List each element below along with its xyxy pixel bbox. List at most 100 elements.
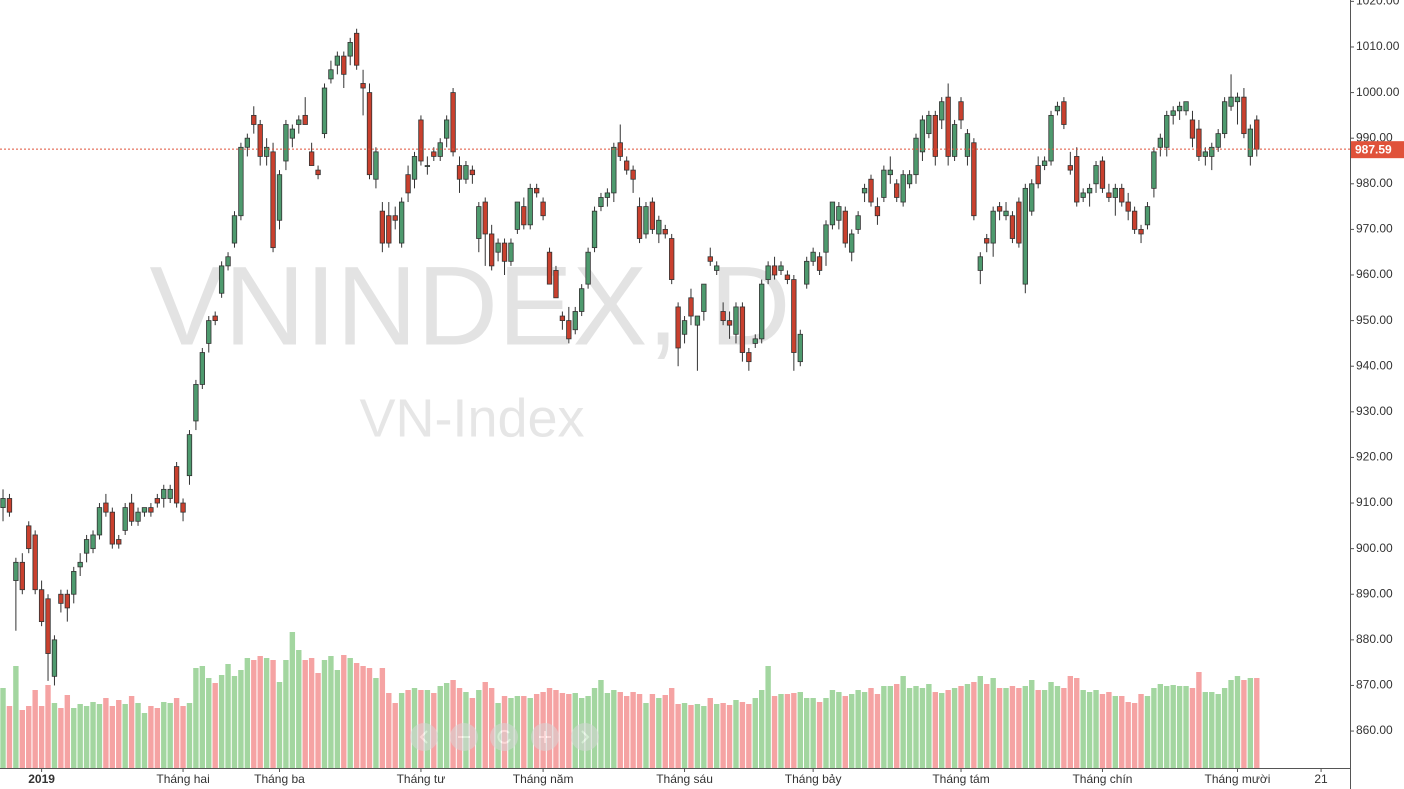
candle-body: [347, 42, 353, 57]
volume-bar: [668, 688, 675, 768]
volume-bar: [951, 688, 958, 768]
volume-bar: [598, 680, 604, 768]
y-tick-label: 950.00: [1356, 313, 1393, 327]
volume-bar: [1254, 678, 1260, 768]
candle-body: [996, 206, 1003, 212]
reset-button[interactable]: [490, 723, 518, 751]
candle-body: [26, 525, 32, 550]
volume-bar: [296, 650, 302, 768]
volume-bar: [206, 678, 212, 768]
volume-bar: [1086, 692, 1093, 768]
candle-body: [405, 174, 411, 194]
x-tick-label: Tháng tư: [397, 772, 446, 786]
y-tick-label: 960.00: [1356, 267, 1393, 281]
candle-body: [1138, 228, 1144, 235]
candle-body: [418, 119, 424, 162]
volume-bar: [1003, 688, 1009, 768]
candle-body: [611, 146, 617, 194]
candle-body: [849, 233, 855, 253]
candle-body: [398, 201, 405, 244]
candle-body: [906, 174, 913, 185]
volume-bar: [1099, 694, 1106, 768]
volume-bar: [180, 706, 186, 768]
y-tick-label: 890.00: [1356, 586, 1393, 600]
volume-bar: [270, 660, 276, 768]
candle-body: [553, 270, 559, 299]
volume-bar: [604, 693, 611, 768]
volume-bar: [514, 696, 521, 768]
volume-bar: [238, 670, 244, 768]
scroll-left-button[interactable]: [410, 723, 438, 751]
volume-bar: [398, 693, 405, 768]
volume-bar: [746, 704, 752, 768]
volume-bar: [810, 698, 816, 768]
candle-body: [302, 114, 308, 125]
volume-bar: [1041, 690, 1048, 768]
candle-body: [45, 598, 51, 654]
candle-body: [1254, 119, 1260, 150]
volume-bar: [836, 692, 842, 768]
candle-body: [1112, 187, 1118, 198]
candle-body: [173, 466, 180, 504]
candle-body: [1022, 187, 1028, 285]
volume-bar: [964, 684, 971, 768]
candle-body: [945, 96, 951, 157]
scroll-right-button[interactable]: [571, 723, 599, 751]
zoom-in-button[interactable]: [531, 723, 559, 751]
volume-bar: [437, 686, 443, 768]
volume-bar: [283, 660, 289, 768]
volume-bar: [771, 696, 778, 768]
candle-body: [714, 265, 720, 271]
volume-bar: [77, 704, 83, 768]
candle-body: [270, 151, 276, 249]
volume-bar: [887, 686, 893, 768]
candle-body: [913, 137, 919, 176]
volume-bar: [849, 694, 855, 768]
y-tick-label: 910.00: [1356, 495, 1393, 509]
volume-bar: [315, 673, 321, 768]
volume-bar: [186, 703, 193, 768]
volume-bar: [636, 694, 643, 768]
candle-body: [58, 593, 64, 604]
volume-bar: [617, 692, 623, 768]
volume-bar: [51, 703, 58, 768]
volume-bar: [1176, 686, 1183, 768]
candle-body: [649, 201, 656, 230]
volume-bar: [1241, 680, 1247, 768]
volume-bar: [173, 698, 180, 768]
candle-body: [360, 83, 366, 89]
volume-bar: [257, 656, 263, 768]
candle-body: [514, 201, 521, 230]
volume-bar: [527, 698, 533, 768]
x-tick-label: Tháng năm: [513, 772, 574, 786]
volume-bar: [167, 703, 173, 768]
volume-bar: [1029, 680, 1035, 768]
candle-body: [128, 502, 135, 522]
candle-body: [707, 256, 713, 262]
candle-body: [276, 174, 283, 221]
volume-bar: [939, 693, 945, 768]
volume-bar: [874, 694, 881, 768]
volume-bar: [1080, 690, 1086, 768]
zoom-out-button[interactable]: [450, 723, 478, 751]
candle-body: [13, 561, 19, 581]
volume-bar: [1157, 684, 1164, 768]
candle-body: [739, 306, 746, 353]
volume-bar: [996, 688, 1003, 768]
volume-bar: [1067, 676, 1074, 768]
volume-bar: [1016, 688, 1022, 768]
volume-bar: [643, 703, 649, 768]
volume-bar: [6, 706, 13, 768]
volume-bar: [778, 694, 784, 768]
volume-bar: [649, 694, 656, 768]
candle-body: [1247, 128, 1253, 157]
volume-bar: [58, 708, 64, 768]
volume-bar: [1119, 696, 1125, 768]
candle-body: [1125, 201, 1131, 212]
y-tick-label: 970.00: [1356, 222, 1393, 236]
candle-body: [964, 133, 971, 157]
candle-body: [296, 119, 302, 125]
x-tick-label: Tháng bảy: [785, 772, 842, 786]
volume-bar: [823, 698, 829, 768]
